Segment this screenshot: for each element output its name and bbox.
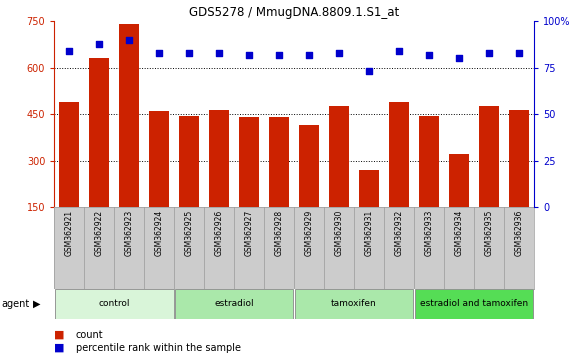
Bar [359,170,379,207]
Text: GSM362934: GSM362934 [455,210,464,256]
Bar [449,154,469,207]
Bar [415,289,533,319]
Point [395,48,404,54]
Text: GSM362933: GSM362933 [424,210,433,256]
Bar [419,116,439,207]
Text: GSM362925: GSM362925 [184,210,194,256]
Text: tamoxifen: tamoxifen [331,299,377,308]
Text: GSM362927: GSM362927 [244,210,254,256]
Text: count: count [76,330,103,339]
Point [215,50,224,56]
Point [304,52,313,57]
Bar [59,102,79,207]
Text: GSM362932: GSM362932 [395,210,404,256]
Text: GSM362923: GSM362923 [124,210,134,256]
Text: GSM362929: GSM362929 [304,210,313,256]
Point [155,50,164,56]
Title: GDS5278 / MmugDNA.8809.1.S1_at: GDS5278 / MmugDNA.8809.1.S1_at [189,6,399,19]
Bar [509,110,529,207]
Bar [329,107,349,207]
Point [424,52,433,57]
Bar [239,117,259,207]
Point [124,37,134,42]
Bar [55,289,174,319]
Point [65,48,74,54]
Bar [179,116,199,207]
Text: GSM362928: GSM362928 [275,210,284,256]
Text: control: control [98,299,130,308]
Text: ▶: ▶ [33,298,41,309]
Text: ■: ■ [54,343,65,353]
Point [514,50,524,56]
Text: GSM362921: GSM362921 [65,210,74,256]
Bar [175,289,293,319]
Point [184,50,194,56]
Bar [389,102,409,207]
Bar [270,117,289,207]
Text: agent: agent [1,298,29,309]
Bar [299,125,319,207]
Text: GSM362935: GSM362935 [484,210,493,256]
Bar [210,109,229,207]
Text: GSM362922: GSM362922 [95,210,104,256]
Point [455,56,464,61]
Text: GSM362931: GSM362931 [364,210,373,256]
Bar [90,58,109,207]
Point [275,52,284,57]
Point [364,69,373,74]
Text: GSM362926: GSM362926 [215,210,224,256]
Point [95,41,104,46]
Text: estradiol: estradiol [214,299,254,308]
Point [335,50,344,56]
Text: GSM362936: GSM362936 [514,210,524,256]
Point [484,50,493,56]
Text: GSM362930: GSM362930 [335,210,344,256]
Bar [119,24,139,207]
Bar [479,107,498,207]
Point [244,52,254,57]
Bar [150,111,169,207]
Text: estradiol and tamoxifen: estradiol and tamoxifen [420,299,528,308]
Text: percentile rank within the sample: percentile rank within the sample [76,343,241,353]
Bar [295,289,413,319]
Text: GSM362924: GSM362924 [155,210,164,256]
Text: ■: ■ [54,330,65,339]
